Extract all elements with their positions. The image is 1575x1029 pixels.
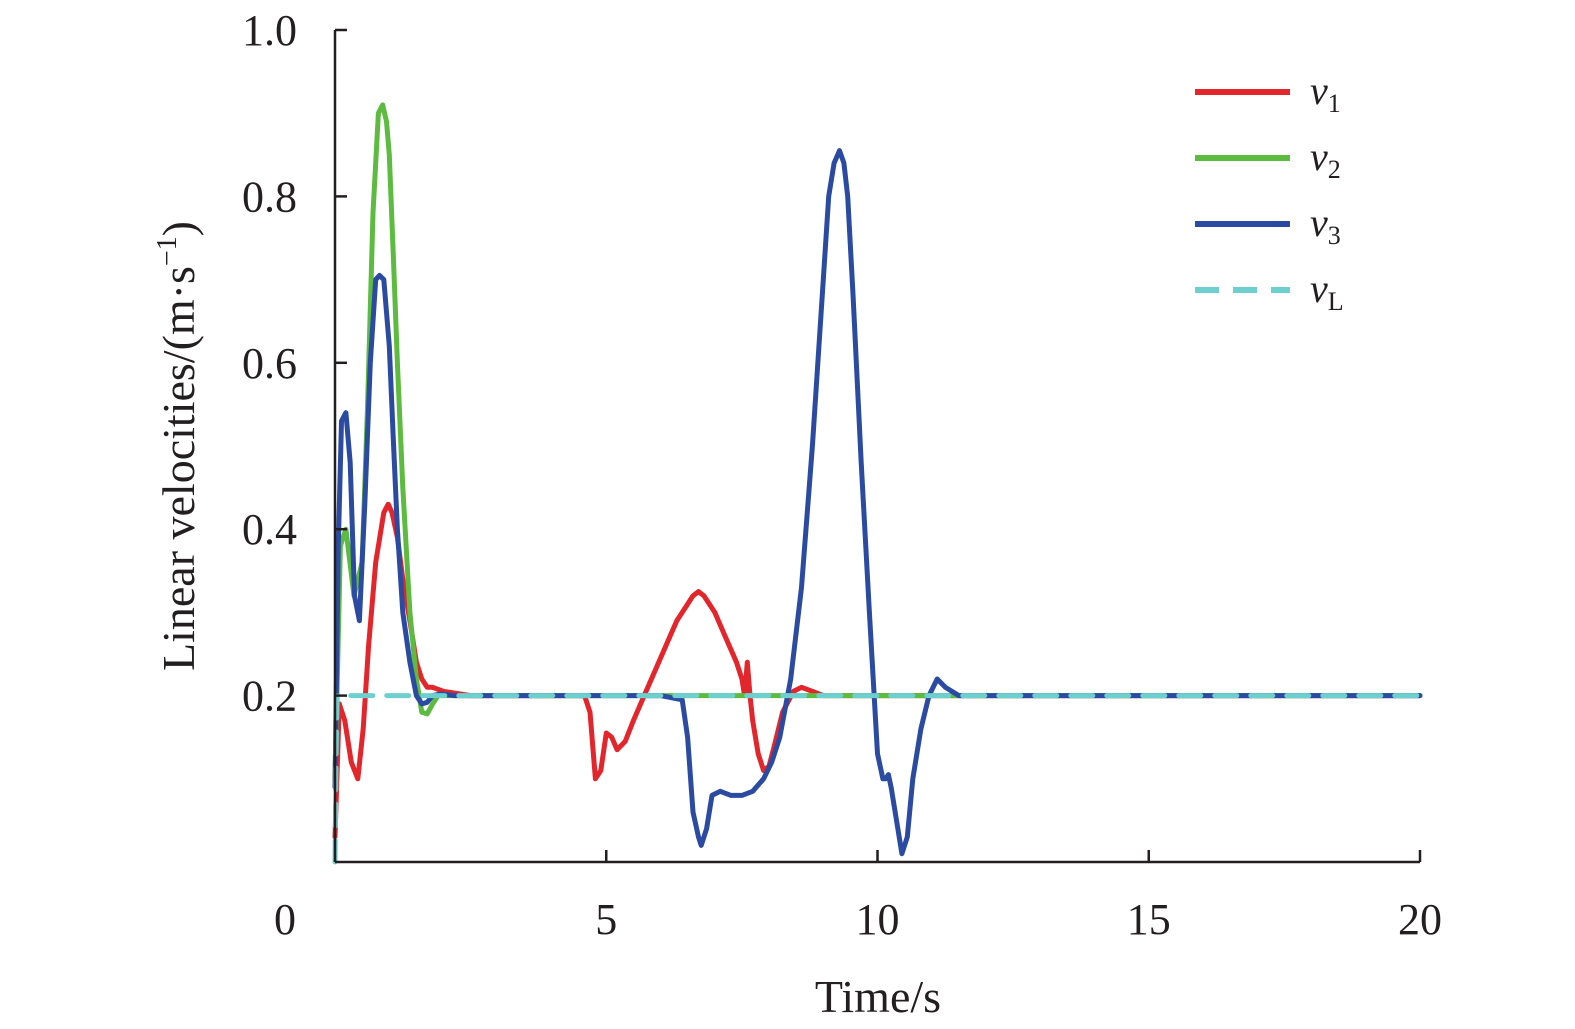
x-axis-title: Time/s xyxy=(815,971,941,1022)
y-axis-title-close: ) xyxy=(153,221,204,236)
legend-label-vL: vL xyxy=(1310,266,1344,316)
x-tick-label: 15 xyxy=(1127,895,1171,944)
x-tick-label: 5 xyxy=(595,895,617,944)
series-line-v1 xyxy=(332,501,1423,840)
y-axis-title-main: Linear velocities/(m·s xyxy=(153,266,204,671)
x-tick-label: 0 xyxy=(274,895,296,944)
y-tick-label: 0.4 xyxy=(242,505,297,554)
y-tick-label: 0.8 xyxy=(242,172,297,221)
y-axis-title: Linear velocities/(m·s−1) xyxy=(152,221,204,671)
legend-label-v2: v2 xyxy=(1310,134,1341,184)
axis-ticks xyxy=(335,28,1422,862)
y-tick-label: 0.6 xyxy=(242,339,297,388)
legend-label-symbol: v xyxy=(1310,266,1328,311)
legend-label-v3: v3 xyxy=(1310,200,1341,250)
y-tick-label: 1.0 xyxy=(242,6,297,55)
series-line-v2 xyxy=(332,102,1423,782)
legend-label-subscript: 1 xyxy=(1328,89,1341,118)
series-line-v3 xyxy=(332,148,1423,857)
legend-label-subscript: 3 xyxy=(1328,221,1341,250)
x-tick-label: 10 xyxy=(856,895,900,944)
legend-label-v1: v1 xyxy=(1310,68,1341,118)
plot-area xyxy=(332,102,1423,865)
legend-label-symbol: v xyxy=(1310,200,1328,245)
y-tick-label: 0.2 xyxy=(242,672,297,721)
legend-label-subscript: 2 xyxy=(1328,155,1341,184)
y-axis-title-exponent: −1 xyxy=(152,236,183,266)
legend-label-symbol: v xyxy=(1310,134,1328,179)
legend-label-symbol: v xyxy=(1310,68,1328,113)
legend-label-subscript: L xyxy=(1328,287,1344,316)
x-tick-label: 20 xyxy=(1398,895,1442,944)
axis-tick-labels: 0.2 0.4 0.6 0.8 1.0 0 5 10 15 20 xyxy=(242,6,1442,944)
